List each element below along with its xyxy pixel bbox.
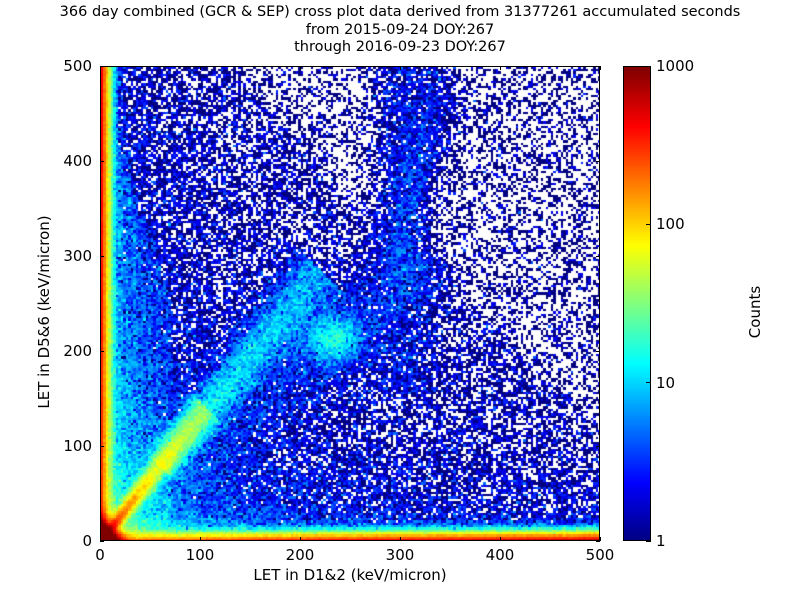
x-tick-label: 300: [385, 546, 415, 564]
y-tick-mark: [596, 160, 600, 162]
y-tick-label: 500: [63, 57, 92, 75]
x-tick-label: 100: [185, 546, 215, 564]
colorbar-label: Counts: [746, 285, 764, 339]
x-tick-mark: [599, 537, 601, 541]
colorbar: [623, 66, 651, 541]
y-tick-mark: [596, 540, 600, 542]
figure-title: 366 day combined (GCR & SEP) cross plot …: [0, 4, 800, 57]
x-tick-mark: [299, 66, 301, 70]
colorbar-tick-mark: [646, 223, 651, 225]
x-tick-label: 500: [585, 546, 615, 564]
colorbar-tick-mark: [646, 540, 651, 542]
title-line-2: from 2015-09-24 DOY:267: [305, 21, 495, 38]
x-tick-label: 200: [285, 546, 315, 564]
x-tick-mark: [399, 537, 401, 541]
colorbar-tick-label: 1: [656, 532, 666, 550]
plot-axes: [100, 66, 600, 541]
colorbar-tick-label: 100: [656, 215, 685, 234]
title-line-3: through 2016-09-23 DOY:267: [294, 39, 506, 55]
y-tick-mark: [100, 540, 104, 542]
x-tick-mark: [299, 537, 301, 541]
y-tick-mark: [100, 445, 104, 447]
y-axis-label: LET in D5&6 (keV/micron): [35, 215, 53, 409]
x-tick-mark: [99, 66, 101, 70]
colorbar-tick-mark: [646, 65, 651, 67]
y-tick-label: 200: [63, 342, 92, 360]
colorbar-tick-label: 1000: [656, 57, 695, 75]
y-tick-mark: [596, 445, 600, 447]
colorbar-tick-mark: [646, 382, 651, 384]
colorbar-tick-label: 10: [656, 373, 676, 392]
x-tick-mark: [399, 66, 401, 70]
heatmap-canvas: [101, 67, 599, 540]
y-tick-label: 0: [82, 532, 92, 550]
y-tick-mark: [100, 350, 104, 352]
y-tick-label: 100: [63, 437, 92, 455]
y-tick-mark: [100, 160, 104, 162]
x-tick-mark: [499, 537, 501, 541]
y-tick-mark: [596, 350, 600, 352]
y-tick-label: 300: [63, 247, 92, 265]
x-tick-label: 400: [485, 546, 515, 564]
x-tick-mark: [199, 66, 201, 70]
colorbar-gradient: [624, 67, 650, 540]
x-axis-label: LET in D1&2 (keV/micron): [253, 566, 447, 584]
y-tick-mark: [100, 255, 104, 257]
title-line-1: 366 day combined (GCR & SEP) cross plot …: [59, 4, 741, 20]
y-tick-label: 400: [63, 152, 92, 170]
y-tick-mark: [100, 65, 104, 67]
x-tick-mark: [599, 66, 601, 70]
x-tick-mark: [499, 66, 501, 70]
x-tick-mark: [199, 537, 201, 541]
x-tick-label: 0: [95, 546, 105, 564]
x-tick-mark: [99, 537, 101, 541]
y-tick-mark: [596, 65, 600, 67]
y-tick-mark: [596, 255, 600, 257]
